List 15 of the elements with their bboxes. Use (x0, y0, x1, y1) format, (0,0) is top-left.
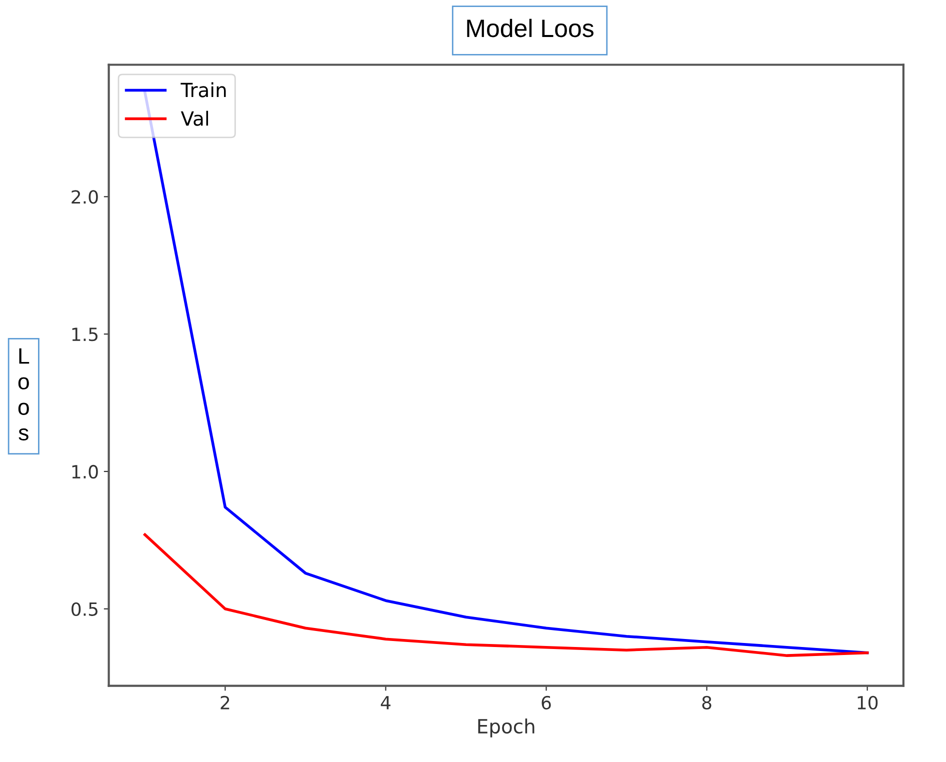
legend-label: Val (180, 110, 208, 126)
y-axis-title: Loos (18, 348, 30, 441)
x-tick-label: 8 (702, 696, 712, 710)
y-tick-label: 2.0 (72, 190, 98, 204)
y-tick-label: 1.5 (72, 328, 98, 342)
legend-label: Train (180, 82, 226, 98)
chart-title: Model Loos (467, 18, 594, 38)
x-axis-title: Epoch (478, 718, 534, 738)
x-tick-label: 6 (542, 696, 551, 710)
y-tick-label: 0.5 (72, 602, 98, 616)
x-tick-label: 4 (380, 696, 390, 710)
x-tick-label: 2 (220, 696, 230, 710)
x-tick-label: 10 (858, 696, 878, 710)
y-tick-label: 1.0 (72, 464, 98, 479)
line-series (144, 533, 869, 657)
